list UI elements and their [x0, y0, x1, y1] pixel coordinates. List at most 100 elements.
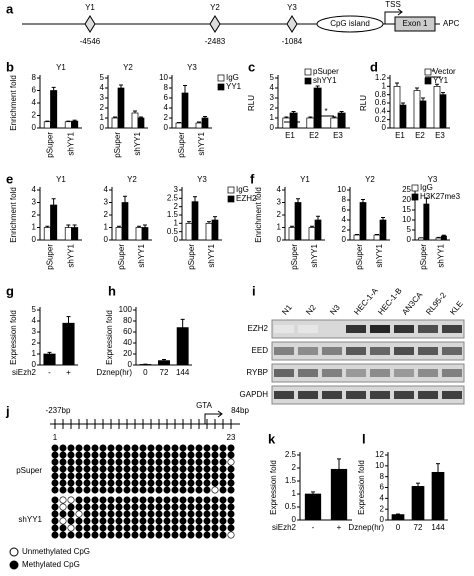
cpg-circle — [227, 503, 235, 511]
cpg-circle — [147, 486, 155, 494]
x-tick-label: shYY1 — [310, 243, 319, 267]
cpg-circle — [171, 472, 179, 480]
cpg-circle — [203, 458, 211, 466]
bar — [175, 122, 183, 129]
bar — [330, 468, 348, 521]
y-tick-label: 2 — [342, 225, 347, 234]
cpg-circle — [107, 531, 115, 539]
x-tick-label: pSuper — [187, 244, 196, 270]
y-tick-label: 6 — [164, 93, 169, 102]
cpg-circle — [123, 479, 131, 487]
y-tick-label: 0 — [407, 235, 412, 244]
cpg-circle — [179, 524, 187, 532]
cpg-circle — [171, 496, 179, 504]
y-axis-label: Expression fold — [105, 310, 114, 365]
cpg-circle — [147, 496, 155, 504]
cpg-circle — [51, 496, 59, 504]
y-tick-label: 6 — [342, 205, 347, 214]
cpg-circle — [179, 451, 187, 459]
y-tick-label: 2 — [32, 210, 37, 219]
cpg-circle — [139, 510, 147, 518]
cpg-circle — [131, 451, 139, 459]
y-tick-label: 15 — [402, 205, 411, 214]
blot-band — [322, 325, 342, 333]
row-label: RYBP — [246, 368, 268, 377]
cpg-circle — [155, 510, 163, 518]
cpg-circle — [67, 472, 75, 480]
cpg-circle — [83, 458, 91, 466]
cpg-circle — [203, 465, 211, 473]
cpg-circle — [203, 444, 211, 452]
legend-swatch — [304, 77, 312, 85]
legend-label: shYY1 — [313, 76, 337, 85]
cpg-circle — [187, 496, 195, 504]
y-tick-label: 1 — [32, 223, 37, 232]
bar — [439, 94, 447, 129]
cpg-circle — [211, 517, 219, 525]
y-axis-label: RLU — [359, 95, 368, 111]
y-tick-label: 4 — [342, 215, 347, 224]
cpg-circle — [227, 510, 235, 518]
blot-band — [442, 369, 462, 377]
cpg-circle — [123, 524, 131, 532]
y-tick-label: 12 — [375, 450, 384, 459]
cpg-circle — [67, 531, 75, 539]
cpg-circle — [91, 472, 99, 480]
x-tick-label: shYY1 — [67, 243, 76, 267]
y-tick-label: 2 — [100, 103, 105, 112]
cpg-circle — [83, 472, 91, 480]
x-tick-label: 0 — [396, 523, 401, 532]
cpg-circle — [115, 517, 123, 525]
cpg-circle — [75, 496, 83, 504]
cpg-circle — [51, 517, 59, 525]
cpg-circle — [195, 503, 203, 511]
chart-title: Y2 — [365, 175, 375, 184]
cpg-circle — [203, 486, 211, 494]
cpg-circle — [67, 486, 75, 494]
cpg-circle — [83, 524, 91, 532]
bar — [43, 227, 51, 241]
cpg-circle — [131, 486, 139, 494]
blot-band — [394, 369, 414, 377]
cpg-circle — [163, 451, 171, 459]
cpg-circle — [219, 510, 227, 518]
y-tick-label: 0.5 — [167, 227, 179, 236]
cpg-circle — [59, 510, 67, 518]
cpg-circle — [139, 458, 147, 466]
bar — [393, 85, 401, 129]
cpg-circle — [83, 465, 91, 473]
bar — [131, 112, 139, 129]
y-tick-label: 5 — [32, 305, 37, 314]
cpg-circle — [91, 503, 99, 511]
cpg-circle — [219, 517, 227, 525]
x-tick-label: shYY1 — [137, 243, 146, 267]
bar — [308, 227, 316, 241]
cpg-circle — [83, 503, 91, 511]
site-diamond — [209, 15, 221, 33]
bar — [50, 204, 58, 241]
panel-letter: j — [5, 403, 10, 418]
cpg-circle — [155, 451, 163, 459]
y-tick-label: 3 — [277, 198, 282, 207]
legend-label: Vector — [433, 67, 456, 76]
bar — [50, 90, 58, 129]
y-tick-label: 2 — [32, 338, 37, 347]
cpg-circle — [67, 479, 75, 487]
bar — [359, 202, 367, 241]
cpg-circle — [131, 503, 139, 511]
cpg-circle — [227, 496, 235, 504]
legend-swatch — [227, 186, 235, 194]
chart-title: Y3 — [187, 63, 197, 72]
cpg-circle — [195, 458, 203, 466]
cpg-circle — [187, 458, 195, 466]
panel-letter: l — [362, 431, 366, 446]
group-label: shYY1 — [18, 515, 42, 524]
cpg-circle — [99, 524, 107, 532]
y-tick-label: 4 — [277, 185, 282, 194]
blot-band — [274, 369, 294, 377]
legend-label: IgG — [236, 185, 249, 194]
cpg-circle — [67, 496, 75, 504]
lane-label: N2 — [304, 303, 318, 317]
cpg-circle — [123, 517, 131, 525]
cpg-circle — [147, 517, 155, 525]
